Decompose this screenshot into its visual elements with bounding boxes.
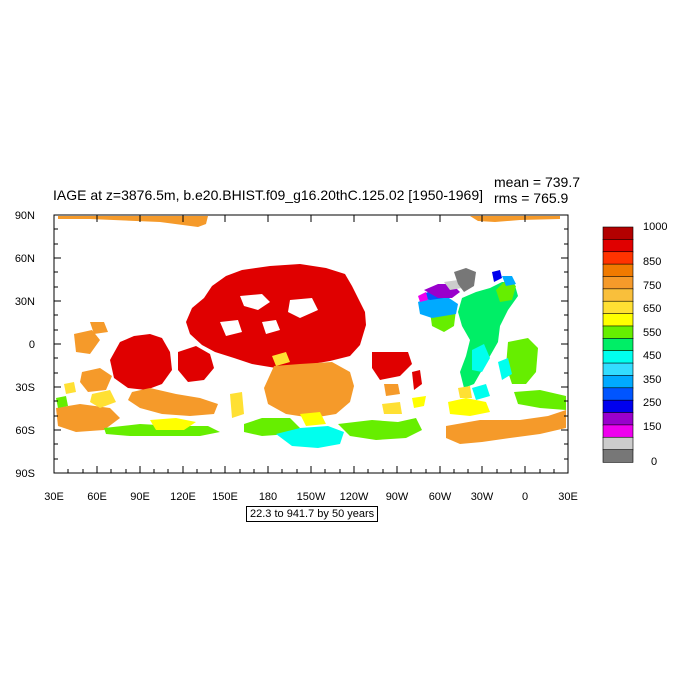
range-label: 22.3 to 941.7 by 50 years xyxy=(246,506,379,522)
y-tick-label: 30N xyxy=(15,296,35,308)
colorbar-label: 250 xyxy=(643,397,662,409)
colorbar-label: 750 xyxy=(643,280,662,292)
mean-label: mean = 739.7 xyxy=(494,174,581,190)
colorbar-swatch xyxy=(602,375,634,389)
colorbar-label: 1000 xyxy=(643,221,668,233)
colorbar-swatch xyxy=(602,362,634,377)
colorbar-swatch xyxy=(602,424,634,438)
colorbar-swatch xyxy=(602,313,634,327)
colorbar xyxy=(602,226,634,463)
x-tick-label: 60E xyxy=(87,491,107,503)
region-north-atlantic-gray xyxy=(454,268,476,292)
colorbar-swatch xyxy=(602,325,634,340)
region-south-atlantic-orange xyxy=(446,410,566,444)
colorbar-swatch xyxy=(602,288,634,302)
colorbar-swatch xyxy=(602,350,634,364)
x-tick-label: 30W xyxy=(471,491,494,503)
rms-label: rms = 765.9 xyxy=(494,190,569,206)
x-tick-label: 150E xyxy=(212,491,238,503)
x-tick-label: 30E xyxy=(44,491,64,503)
colorbar-swatch xyxy=(602,263,634,278)
colorbar-swatch xyxy=(602,387,634,401)
x-tick-label: 120W xyxy=(340,491,369,503)
region-south-pacific-band xyxy=(264,362,354,418)
region-north-pacific-core xyxy=(186,264,366,368)
region-arctic-strip-atlantic xyxy=(470,216,560,222)
colorbar-label: 650 xyxy=(643,303,662,315)
colorbar-swatch xyxy=(602,449,634,463)
y-tick-label: 60N xyxy=(15,253,35,265)
y-tick-label: 90N xyxy=(15,210,35,222)
x-tick-label: 0 xyxy=(522,491,528,503)
colorbar-swatch xyxy=(602,239,634,253)
colorbar-swatch xyxy=(602,338,634,352)
plot-title: IAGE at z=3876.5m, b.e20.BHIST.f09_g16.2… xyxy=(53,187,484,203)
x-tick-label: 150W xyxy=(297,491,326,503)
colorbar-label: 550 xyxy=(643,327,662,339)
colorbar-swatch xyxy=(602,300,634,315)
y-tick-label: 0 xyxy=(29,339,35,351)
x-tick-label: 90E xyxy=(130,491,150,503)
colorbar-swatch xyxy=(602,226,634,241)
colorbar-swatch xyxy=(602,436,634,451)
colorbar-label: 150 xyxy=(643,421,662,433)
colorbar-swatch xyxy=(602,276,634,290)
colorbar-label: 850 xyxy=(643,256,662,268)
colorbar-label: 450 xyxy=(643,350,662,362)
colorbar-label: 0 xyxy=(651,456,658,468)
colorbar-swatch xyxy=(602,399,634,414)
x-ticks xyxy=(53,215,569,473)
y-tick-label: 60S xyxy=(15,425,35,437)
y-tick-labels: 90N 60N 30N 0 30S 60S 90S xyxy=(15,210,35,480)
region-arctic-strip-pacific xyxy=(58,216,208,227)
stats-box: mean = 739.7 rms = 765.9 xyxy=(494,174,580,206)
y-tick-label: 30S xyxy=(15,382,35,394)
region-indian-ocean-red xyxy=(110,334,172,390)
x-tick-label: 120E xyxy=(170,491,196,503)
x-tick-label: 60W xyxy=(429,491,452,503)
region-indian-ocean-orange xyxy=(128,388,218,416)
x-tick-label: 30E xyxy=(558,491,578,503)
colorbar-swatch xyxy=(602,412,634,426)
region-southern-ocean-cyan xyxy=(276,426,344,448)
x-tick-label: 180 xyxy=(259,491,277,503)
y-tick-label: 90S xyxy=(15,468,35,480)
region-north-atlantic-blue xyxy=(418,296,458,318)
x-tick-labels: 30E 60E 90E 120E 150E 180 150W 120W 90W … xyxy=(44,491,578,503)
colorbar-label: 350 xyxy=(643,374,662,386)
colorbar-swatch xyxy=(602,251,634,265)
x-tick-label: 90W xyxy=(386,491,409,503)
y-ticks xyxy=(54,214,568,474)
